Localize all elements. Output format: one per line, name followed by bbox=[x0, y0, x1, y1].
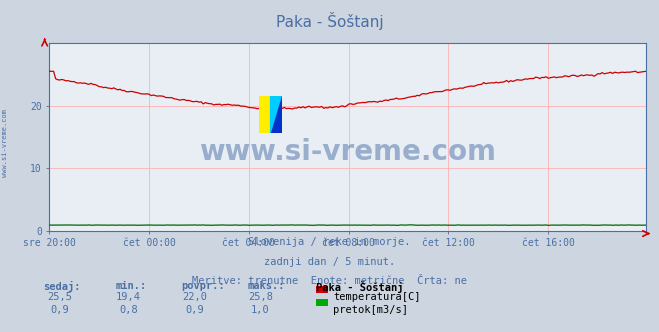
Text: 0,9: 0,9 bbox=[50, 305, 69, 315]
Text: Paka - Šoštanj: Paka - Šoštanj bbox=[275, 12, 384, 30]
Text: 25,8: 25,8 bbox=[248, 292, 273, 302]
Text: 19,4: 19,4 bbox=[116, 292, 141, 302]
Text: zadnji dan / 5 minut.: zadnji dan / 5 minut. bbox=[264, 257, 395, 267]
Polygon shape bbox=[271, 96, 282, 133]
Text: 25,5: 25,5 bbox=[47, 292, 72, 302]
Text: pretok[m3/s]: pretok[m3/s] bbox=[333, 305, 409, 315]
Text: maks.:: maks.: bbox=[247, 281, 285, 290]
Text: Meritve: trenutne  Enote: metrične  Črta: ne: Meritve: trenutne Enote: metrične Črta: … bbox=[192, 276, 467, 286]
Text: 0,8: 0,8 bbox=[119, 305, 138, 315]
Text: Slovenija / reke in morje.: Slovenija / reke in morje. bbox=[248, 237, 411, 247]
Text: temperatura[C]: temperatura[C] bbox=[333, 292, 421, 302]
Text: www.si-vreme.com: www.si-vreme.com bbox=[2, 109, 9, 177]
Polygon shape bbox=[271, 96, 282, 133]
Text: www.si-vreme.com: www.si-vreme.com bbox=[199, 138, 496, 166]
Text: 22,0: 22,0 bbox=[182, 292, 207, 302]
Text: 0,9: 0,9 bbox=[185, 305, 204, 315]
Text: sedaj:: sedaj: bbox=[43, 281, 80, 291]
Text: 1,0: 1,0 bbox=[251, 305, 270, 315]
Text: min.:: min.: bbox=[115, 281, 146, 290]
Text: Paka - Šoštanj: Paka - Šoštanj bbox=[316, 281, 404, 292]
Polygon shape bbox=[260, 96, 271, 133]
Text: povpr.:: povpr.: bbox=[181, 281, 225, 290]
